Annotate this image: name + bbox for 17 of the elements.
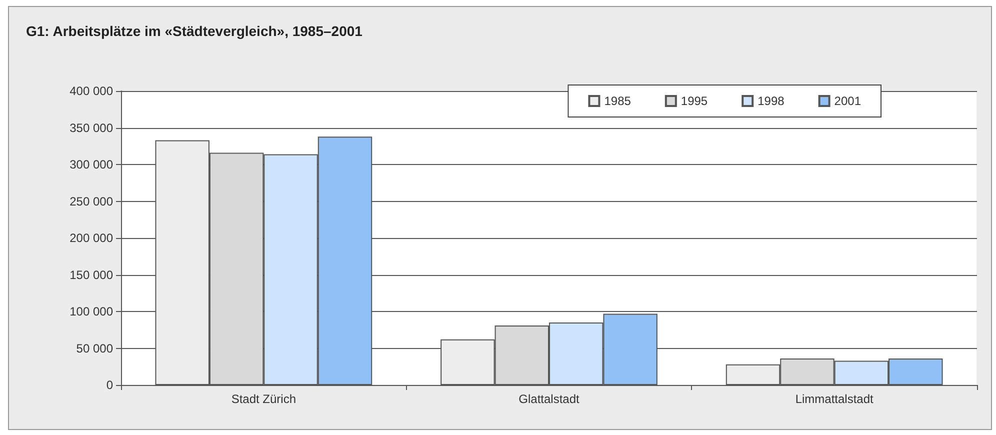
x-tick-label: Glattalstadt	[518, 392, 580, 406]
legend-label: 1995	[680, 94, 708, 108]
legend-label: 1985	[604, 94, 632, 108]
y-tick-label: 50 000	[76, 341, 114, 356]
y-tick-label: 100 000	[70, 304, 114, 318]
legend-label: 1998	[758, 94, 785, 108]
y-tick-label: 0	[106, 378, 114, 392]
x-tick-label: Limmattalstadt	[795, 392, 874, 406]
y-tick-label: 250 000	[70, 194, 114, 208]
legend-label: 2001	[834, 94, 862, 108]
y-tick-label: 150 000	[70, 268, 114, 282]
chart-title: G1: Arbeitsplätze im «Städtevergleich», 1985–2001	[26, 23, 363, 39]
y-tick-label: 350 000	[70, 120, 114, 135]
y-tick-label: 300 000	[70, 158, 114, 172]
x-tick-label: Stadt Zürich	[231, 392, 296, 406]
y-tick-label: 200 000	[70, 231, 114, 245]
y-tick-label: 400 000	[70, 84, 114, 98]
